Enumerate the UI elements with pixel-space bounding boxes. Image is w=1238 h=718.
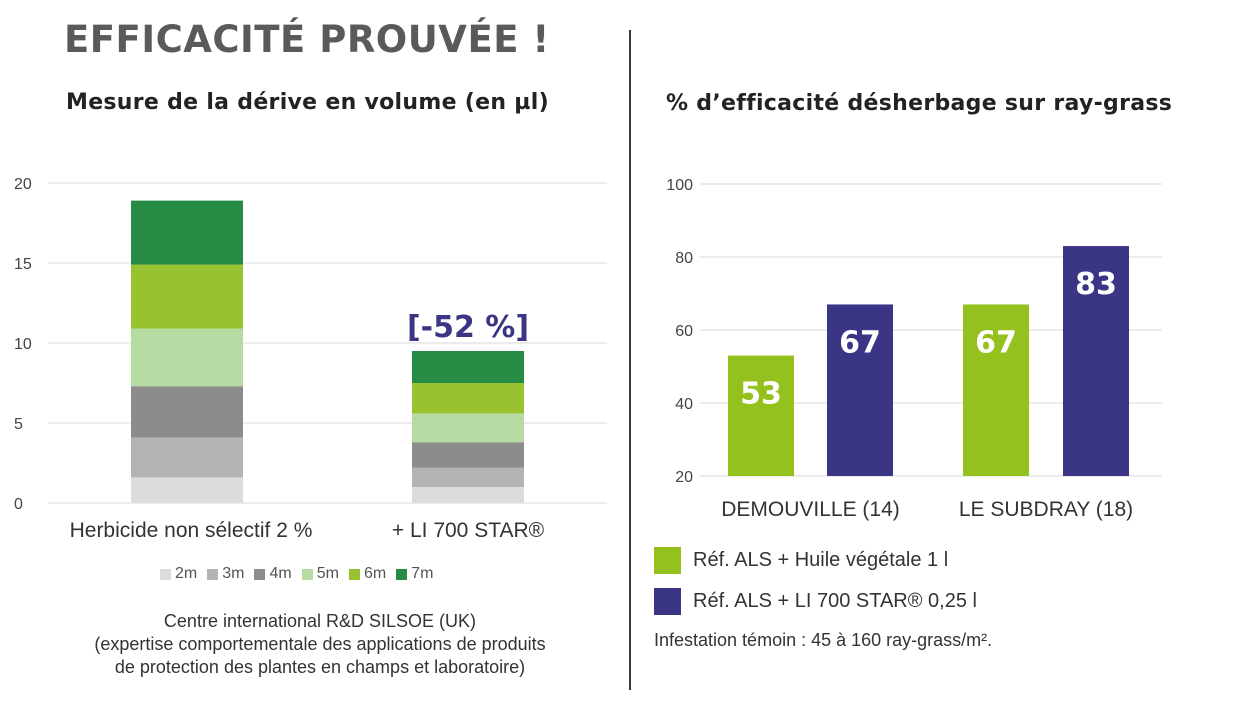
left-bar-segment-0-5	[131, 200, 243, 265]
right-legend-item-0: Réf. ALS + Huile végétale 1 l	[654, 546, 977, 574]
right-legend-swatch-1	[654, 587, 681, 615]
left-source-note: Centre international R&D SILSOE (UK) (ex…	[40, 610, 600, 679]
left-legend-item-3: 5m	[301, 565, 339, 583]
source-line-3: de protection des plantes en champs et l…	[114, 657, 526, 677]
left-bar-segment-1-3	[412, 413, 524, 443]
left-legend-swatch-4	[348, 568, 360, 580]
left-legend-swatch-0	[160, 568, 171, 580]
reduction-annotation: [-52 %]	[407, 310, 529, 345]
left-legend-swatch-3	[301, 568, 313, 580]
left-legend-swatch-2	[254, 568, 266, 580]
left-legend-swatch-5	[396, 568, 408, 580]
left-legend-item-4: 6m	[348, 565, 387, 583]
right-category-label-1: LE SUBDRAY (18)	[959, 498, 1133, 521]
right-category-label-0: DEMOUVILLE (14)	[721, 498, 900, 521]
right-bar-0-1	[827, 304, 893, 476]
right-legend-swatch-0	[654, 546, 681, 574]
right-bar-value-0-0: 53	[740, 377, 782, 412]
left-category-label-0: Herbicide non sélectif 2 %	[70, 519, 313, 542]
left-ytick-label-3: 15	[14, 256, 32, 273]
main-title: EFFICACITÉ PROUVÉE !	[64, 18, 550, 61]
right-legend-label-1: Réf. ALS + LI 700 STAR® 0,25 l	[693, 589, 977, 612]
right-chart-legend: Réf. ALS + Huile végétale 1 l Réf. ALS + …	[654, 546, 977, 628]
right-ytick-label-1: 40	[675, 396, 693, 413]
infestation-note: Infestation témoin : 45 à 160 ray-grass/…	[654, 630, 993, 650]
right-bar-value-1-1: 83	[1075, 267, 1117, 302]
right-chart-title: % d’efficacité désherbage sur ray-grass	[666, 91, 1173, 116]
right-bar-1-1	[1063, 246, 1129, 476]
right-bar-1-0	[963, 304, 1029, 476]
source-line-2: (expertise comportementale des applicati…	[94, 634, 546, 654]
left-chart-title: Mesure de la dérive en volume (en µl)	[66, 90, 549, 115]
right-legend-item-1: Réf. ALS + LI 700 STAR® 0,25 l	[654, 587, 977, 615]
left-bar-segment-1-1	[412, 467, 524, 487]
left-ytick-label-2: 10	[14, 336, 32, 353]
right-ytick-label-4: 100	[666, 177, 693, 194]
right-ytick-label-2: 60	[675, 323, 693, 340]
left-bar-segment-0-4	[131, 264, 243, 329]
vertical-divider	[629, 30, 631, 690]
left-ytick-label-4: 20	[14, 176, 32, 193]
right-bar-value-1-0: 67	[975, 325, 1017, 360]
left-category-label-1: + LI 700 STAR®	[392, 519, 545, 542]
left-legend-item-5: 7m	[396, 565, 433, 583]
left-legend-label-5: 7m	[411, 565, 434, 582]
left-ytick-label-0: 0	[14, 496, 23, 513]
left-bar-segment-1-4	[412, 383, 524, 414]
left-ytick-label-1: 5	[14, 416, 23, 433]
left-bar-segment-1-0	[412, 487, 524, 503]
right-ytick-label-3: 80	[675, 250, 693, 267]
left-legend-label-0: 2m	[175, 565, 198, 582]
source-line-1: Centre international R&D SILSOE (UK)	[163, 611, 477, 631]
left-legend-label-3: 5m	[316, 565, 339, 582]
left-bar-segment-0-0	[131, 477, 243, 503]
left-legend-label-1: 3m	[222, 565, 245, 582]
left-legend-label-4: 6m	[363, 565, 387, 582]
left-legend-item-2: 4m	[254, 565, 292, 583]
left-chart-legend: 2m 3m 4m 5m 6m 7m	[160, 565, 433, 583]
left-bar-segment-0-1	[131, 437, 243, 478]
right-bar-0-0	[728, 355, 794, 476]
left-legend-item-1: 3m	[207, 565, 244, 583]
right-legend-label-0: Réf. ALS + Huile végétale 1 l	[693, 548, 949, 571]
left-legend-swatch-1	[207, 568, 219, 580]
left-bar-segment-1-5	[412, 351, 524, 383]
left-legend-label-2: 4m	[269, 565, 292, 582]
left-bar-segment-1-2	[412, 442, 524, 468]
left-bar-segment-0-2	[131, 386, 243, 438]
right-ytick-label-0: 20	[675, 469, 693, 486]
left-bar-segment-0-3	[131, 328, 243, 387]
left-legend-item-0: 2m	[160, 565, 197, 583]
right-bar-value-0-1: 67	[839, 325, 881, 360]
